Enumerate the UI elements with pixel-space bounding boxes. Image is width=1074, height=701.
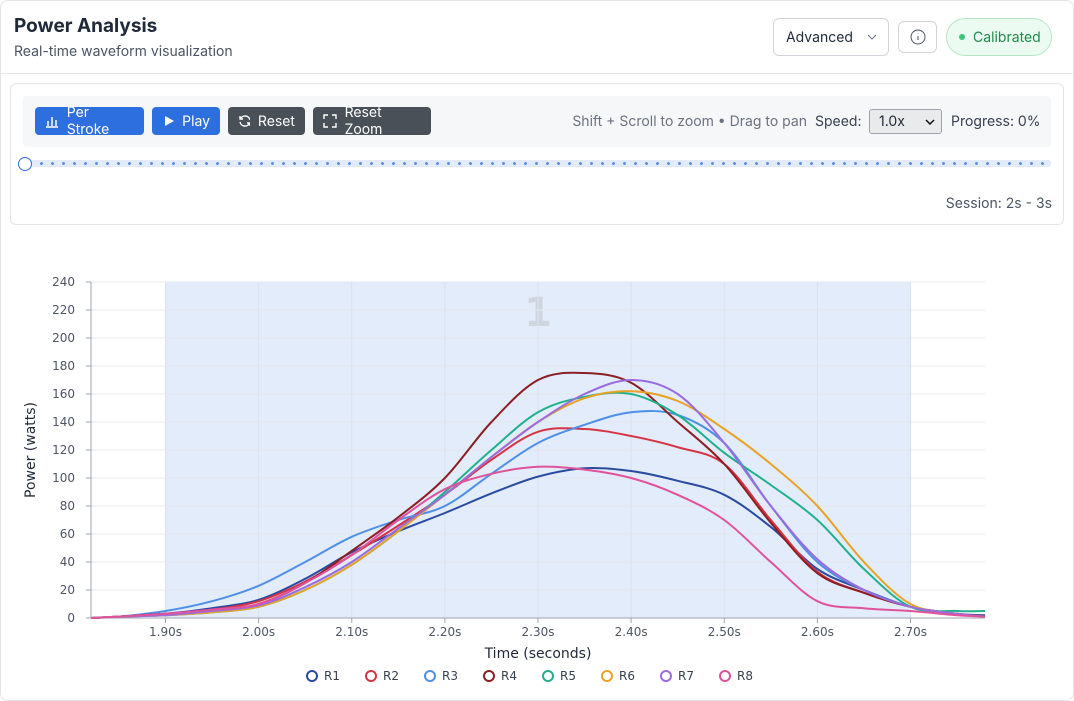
icon [239, 115, 250, 127]
x-tick-label: 2.30s [522, 625, 555, 639]
legend-marker [542, 670, 554, 682]
info-button[interactable] [898, 21, 937, 53]
per-stroke-button[interactable]: Per Stroke [35, 104, 144, 138]
y-tick-label: 180 [52, 359, 75, 373]
y-tick-label: 20 [60, 583, 75, 597]
legend-label: R6 [619, 669, 635, 683]
icon [46, 117, 58, 128]
divider [1, 73, 1073, 74]
x-tick-label: 2.50s [708, 625, 741, 639]
y-axis-title: Power (watts) [23, 402, 39, 498]
speed-label: Speed: [815, 113, 862, 130]
x-tick-label: 2.60s [801, 625, 834, 639]
label: Per Stroke [66, 104, 110, 138]
series-line [90, 378, 986, 619]
info-icon [910, 29, 925, 45]
slider-track[interactable] [25, 160, 1051, 167]
series-line [90, 466, 986, 619]
x-tick-label: 2.40s [615, 625, 648, 639]
legend-label: R1 [324, 669, 340, 683]
legend-label: R4 [501, 669, 517, 683]
mode-select[interactable]: Advanced [773, 18, 889, 56]
progress: Progress: 0% [951, 113, 1041, 130]
speed-value: 1.0x [879, 113, 905, 130]
status-dot [959, 34, 965, 40]
label: Play [182, 112, 210, 130]
x-axis-title: Time (seconds) [484, 646, 592, 662]
play-button[interactable]: Play [152, 107, 220, 135]
slider-thumb[interactable] [18, 157, 32, 171]
legend-marker [306, 670, 318, 682]
y-tick-label: 240 [52, 275, 75, 289]
legend-label: R2 [383, 669, 399, 683]
x-tick-label: 2.10s [335, 625, 368, 639]
y-tick-label: 100 [52, 471, 75, 485]
icon [323, 114, 337, 128]
y-tick-label: 60 [60, 527, 75, 541]
icon [165, 116, 174, 126]
legend-label: R5 [560, 669, 576, 683]
x-tick-label: 2.20s [428, 625, 461, 639]
y-tick-label: 220 [52, 303, 75, 317]
reset-zoom-button[interactable]: Reset Zoom [313, 104, 431, 138]
x-tick-label: 1.90s [149, 625, 182, 639]
y-tick-label: 120 [52, 443, 75, 457]
session: Session: 2s - 3s [945, 195, 1052, 212]
legend-label: R8 [737, 669, 753, 683]
subtitle: Real-time waveform visualization [14, 43, 233, 60]
y-tick-label: 0 [67, 611, 75, 625]
legend-marker [483, 670, 495, 682]
label: Reset [257, 112, 295, 130]
legend-marker [424, 670, 436, 682]
y-tick-label: 140 [52, 415, 75, 429]
hint: Shift + Scroll to zoom • Drag to pan [572, 113, 807, 130]
mode-value: Advanced [786, 28, 853, 46]
x-tick-label: 2.00s [242, 625, 275, 639]
y-tick-label: 40 [60, 555, 75, 569]
chevron [867, 34, 877, 40]
speed-select[interactable]: 1.0x [869, 109, 942, 134]
y-tick-label: 80 [60, 499, 75, 513]
status-text: Calibrated [973, 28, 1041, 46]
reset-button[interactable]: Reset [228, 107, 305, 135]
label: Reset Zoom [344, 104, 383, 138]
y-tick-label: 200 [52, 331, 75, 345]
legend-label: R7 [678, 669, 694, 683]
x-tick-label: 2.70s [894, 625, 927, 639]
legend-marker [719, 670, 731, 682]
control-panel [10, 83, 1064, 225]
series-line [90, 465, 986, 619]
title: Power Analysis [14, 14, 158, 37]
legend-label: R3 [442, 669, 458, 683]
legend-marker [601, 670, 613, 682]
chevron [925, 118, 935, 125]
legend-marker [365, 670, 377, 682]
y-tick-label: 160 [52, 387, 75, 401]
status-pill: Calibrated [946, 18, 1052, 56]
legend-marker [660, 670, 672, 682]
